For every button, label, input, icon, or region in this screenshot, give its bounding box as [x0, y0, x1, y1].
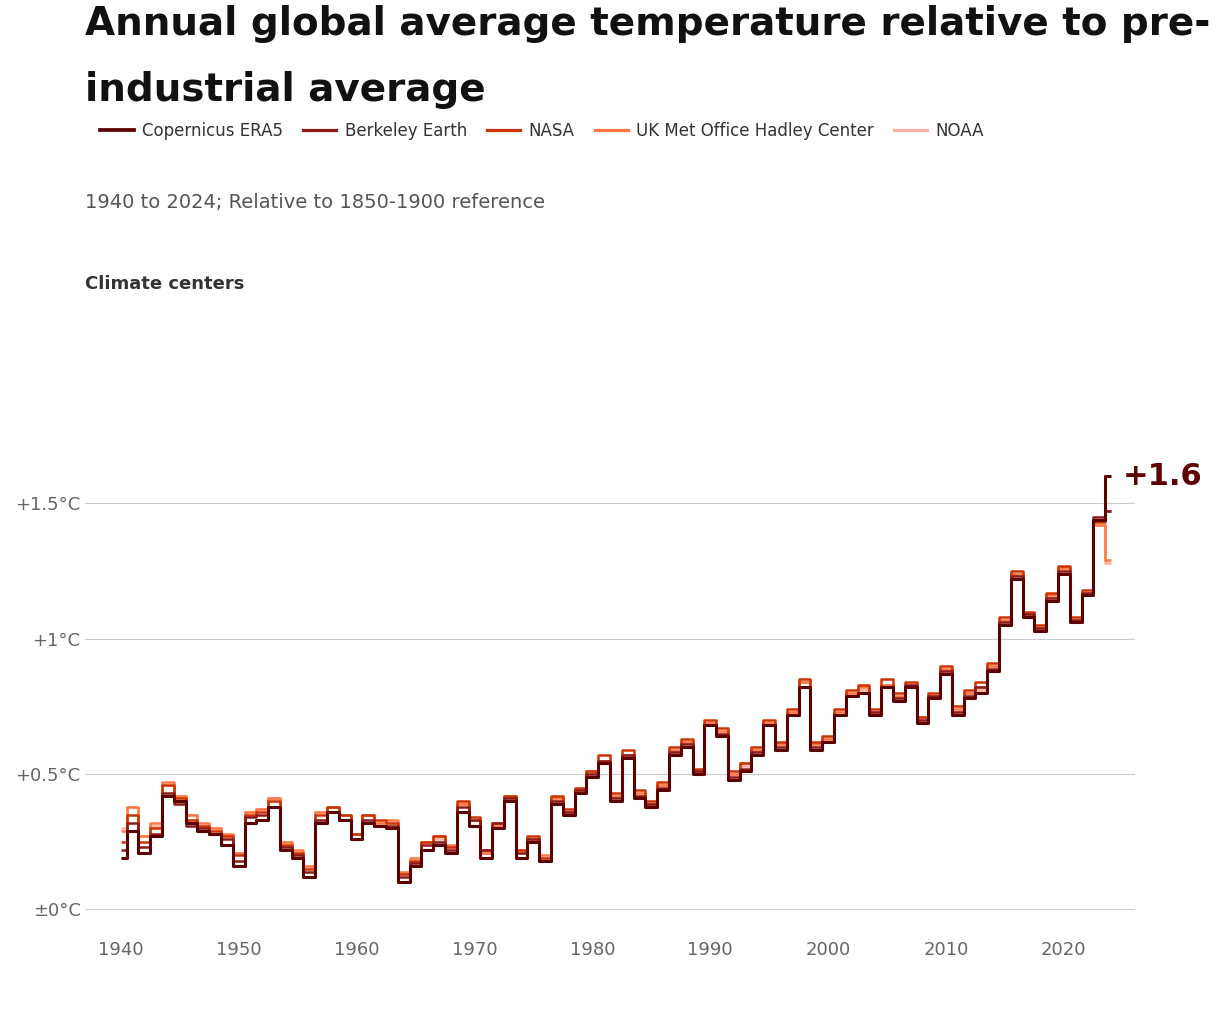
Legend: Copernicus ERA5, Berkeley Earth, NASA, UK Met Office Hadley Center, NOAA: Copernicus ERA5, Berkeley Earth, NASA, U… — [94, 115, 991, 147]
Text: Annual global average temperature relative to pre-: Annual global average temperature relati… — [85, 5, 1210, 43]
Text: industrial average: industrial average — [85, 71, 486, 109]
Text: Climate centers: Climate centers — [85, 275, 245, 293]
Text: +1.6: +1.6 — [1122, 462, 1203, 491]
Text: 1940 to 2024; Relative to 1850-1900 reference: 1940 to 2024; Relative to 1850-1900 refe… — [85, 193, 545, 213]
